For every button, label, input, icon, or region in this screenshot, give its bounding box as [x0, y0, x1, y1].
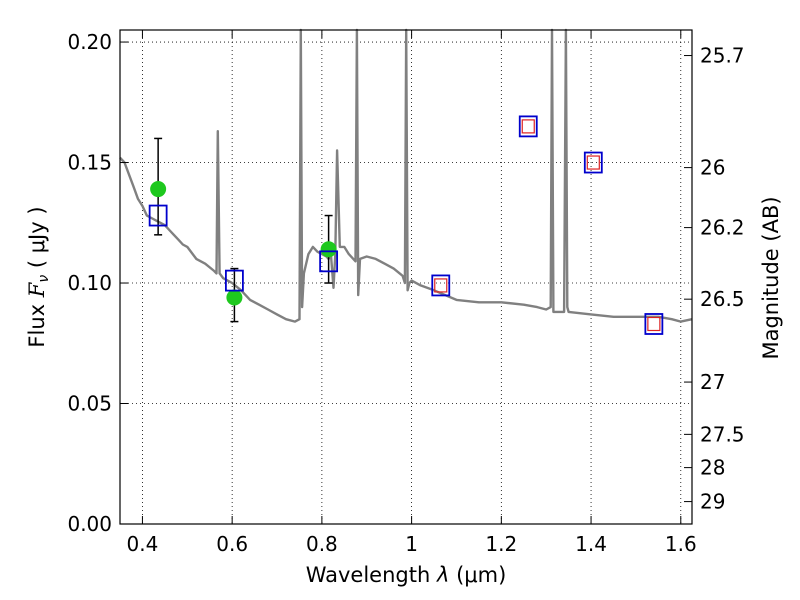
model-square [644, 313, 664, 335]
y2-tick-label: 29 [700, 490, 725, 514]
y2-tick-label: 27.5 [700, 422, 745, 446]
model-square [431, 274, 451, 297]
x-axis-label: Wavelength λ (μm) [306, 563, 507, 587]
x-tick-label: 0.6 [216, 532, 248, 556]
model-square [224, 269, 244, 292]
y-ticks: 0.00 0.05 0.10 0.15 0.20 [67, 30, 128, 536]
x-tick-label: 1 [405, 532, 418, 556]
y2-tick-label: 26.5 [700, 287, 745, 311]
y-tick-label: 0.10 [67, 271, 112, 295]
model-square [583, 151, 603, 174]
model-layer [148, 115, 664, 335]
x-tick-label: 0.8 [306, 532, 338, 556]
model-square-inner [434, 278, 448, 293]
model-square-inner [521, 119, 535, 134]
y-tick-label: 0.20 [67, 30, 112, 54]
y2-tick-label: 26 [700, 156, 725, 180]
y2-tick-label: 26.2 [700, 216, 745, 240]
y-tick-label: 0.00 [67, 512, 112, 536]
y2-axis-label: Magnitude (AB) [759, 196, 783, 359]
model-square [148, 204, 168, 227]
plot-frame [119, 29, 693, 525]
y2-tick-label: 27 [700, 370, 725, 394]
observed-layer [150, 181, 337, 306]
y2-tick-label: 25.7 [700, 44, 745, 68]
model-square-inner [586, 155, 600, 170]
x-tick-label: 0.4 [127, 532, 159, 556]
model-square [319, 250, 339, 273]
observed-point [226, 289, 243, 306]
model-square-inner [647, 316, 661, 332]
x-tick-label: 1.6 [665, 532, 697, 556]
y-axis-label: Flux Fν ( μJy ) [25, 206, 52, 347]
x-tick-label: 1.2 [485, 532, 517, 556]
x-ticks: 0.4 0.6 0.8 1 1.2 1.4 1.6 [127, 30, 697, 556]
y2-ticks: 25.7 26 26.2 26.5 27 27.5 28 29 [684, 44, 745, 514]
observed-point [150, 181, 167, 198]
y-tick-label: 0.15 [67, 151, 112, 175]
y-tick-label: 0.05 [67, 392, 112, 416]
x-tick-label: 1.4 [575, 532, 607, 556]
y2-tick-label: 28 [700, 456, 725, 480]
observed-point [320, 241, 337, 258]
model-square [518, 115, 538, 138]
